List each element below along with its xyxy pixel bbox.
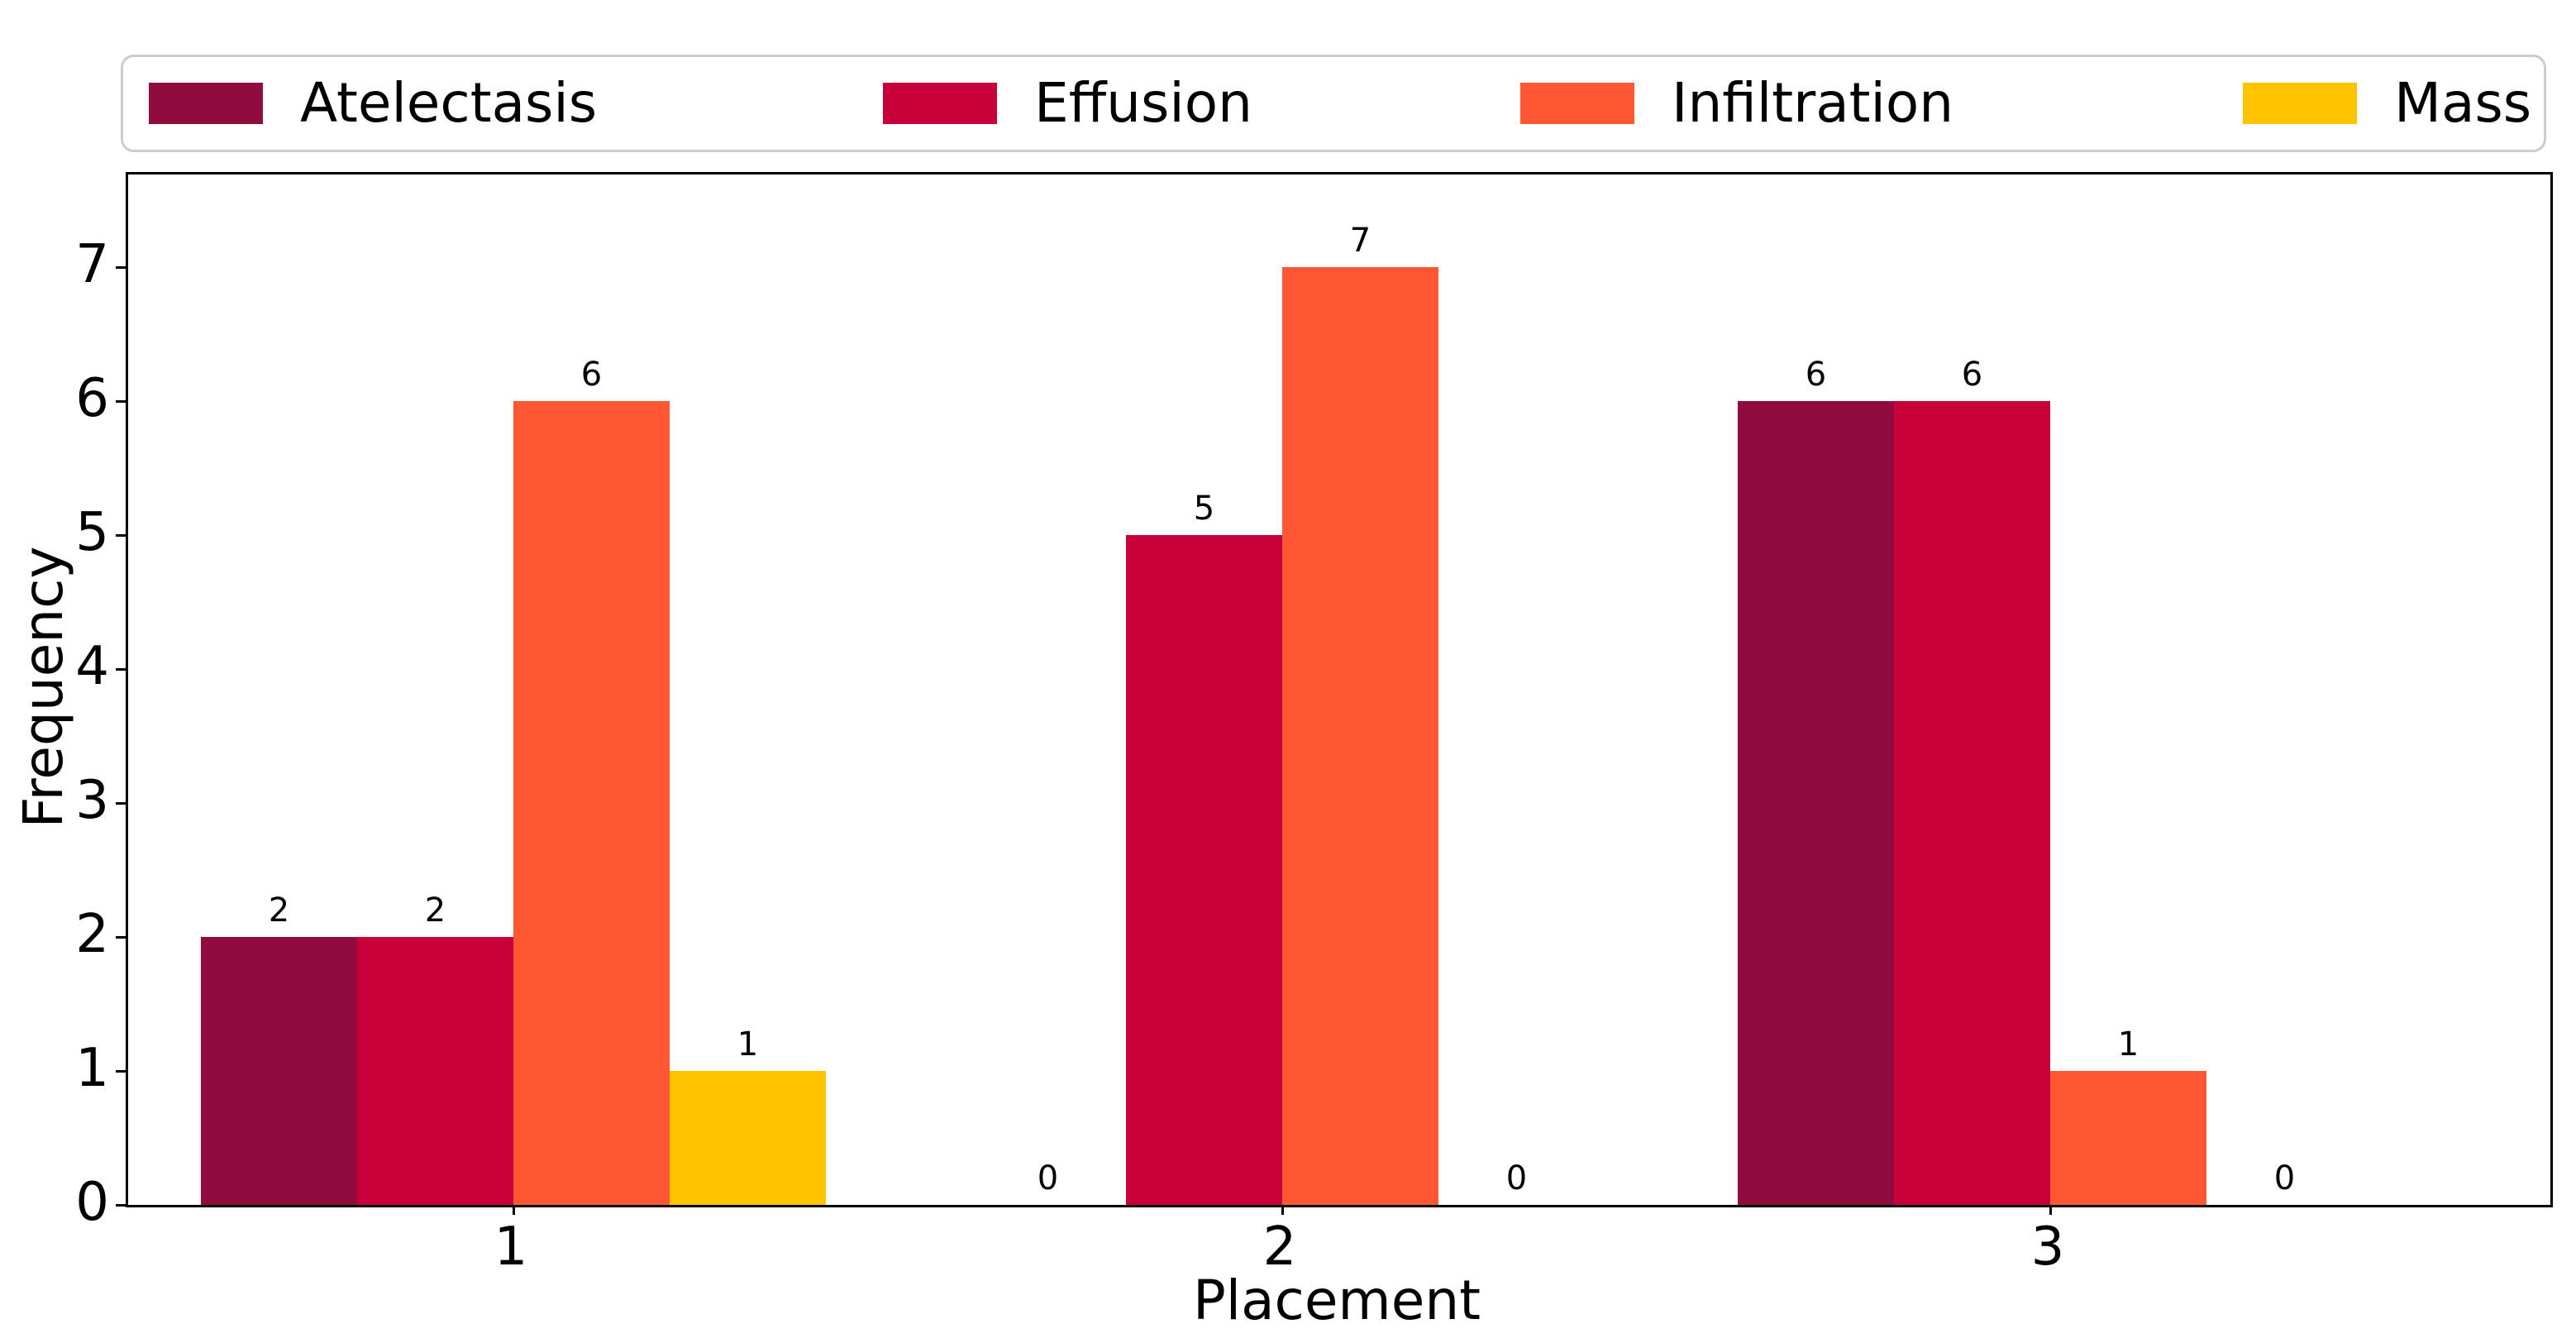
- y-tick-label: 7: [75, 234, 109, 295]
- y-tick-label: 2: [75, 904, 109, 965]
- bar-value-label: 0: [1505, 1159, 1528, 1197]
- bar-atelectasis-placement3: [1738, 401, 1894, 1205]
- legend-label: Infiltration: [1672, 71, 1954, 135]
- y-tick-mark: [116, 801, 126, 805]
- y-tick-mark: [116, 533, 126, 537]
- x-tick-mark: [2049, 1205, 2052, 1215]
- x-tick-mark: [1281, 1205, 1284, 1215]
- plot-area: 2 0 6 2 5 6 6 7 1 1 0 0: [116, 172, 2553, 1215]
- legend-label: Atelectasis: [300, 71, 598, 135]
- bar-infiltration-placement1: [513, 401, 670, 1205]
- bar-effusion-placement1: [357, 937, 513, 1205]
- x-tick-label: 1: [494, 1216, 528, 1278]
- y-tick-mark: [116, 1069, 126, 1073]
- legend-swatch-atelectasis: [149, 83, 263, 124]
- y-tick-mark: [116, 935, 126, 939]
- bar-effusion-placement3: [1894, 401, 2050, 1205]
- y-tick-label: 0: [75, 1172, 109, 1233]
- legend-item-effusion: Effusion: [883, 57, 1252, 150]
- y-tick-label: 5: [75, 502, 109, 563]
- y-tick-label: 3: [75, 770, 109, 831]
- bars-container: 2 0 6 2 5 6 6 7 1 1 0 0: [128, 174, 2550, 1205]
- bar-value-label: 1: [737, 1025, 759, 1063]
- legend-label: Effusion: [1034, 71, 1252, 135]
- x-axis-title: Placement: [1192, 1269, 1481, 1332]
- legend-swatch-mass: [2243, 83, 2357, 124]
- legend-swatch-infiltration: [1520, 83, 1634, 124]
- legend-item-infiltration: Infiltration: [1520, 57, 1953, 150]
- y-tick-label: 1: [75, 1038, 109, 1099]
- bar-value-label: 7: [1349, 222, 1371, 260]
- chart-legend: Atelectasis Effusion Infiltration Mass: [121, 55, 2546, 152]
- bar-value-label: 1: [2117, 1025, 2140, 1063]
- x-tick-label: 2: [1262, 1216, 1297, 1278]
- bar-value-label: 6: [580, 356, 603, 394]
- bar-value-label: 6: [1805, 356, 1827, 394]
- x-tick-mark: [512, 1205, 515, 1215]
- bar-infiltration-placement3: [2050, 1071, 2206, 1205]
- bar-atelectasis-placement1: [201, 937, 357, 1205]
- legend-item-mass: Mass: [2243, 57, 2531, 150]
- bar-value-label: 6: [1961, 356, 1983, 394]
- legend-item-atelectasis: Atelectasis: [149, 57, 597, 150]
- y-tick-label: 4: [75, 636, 109, 697]
- legend-swatch-effusion: [883, 83, 997, 124]
- y-tick-mark: [116, 667, 126, 671]
- bar-value-label: 2: [268, 891, 290, 930]
- bar-value-label: 0: [1037, 1159, 1059, 1197]
- y-tick-mark: [116, 265, 126, 269]
- legend-label: Mass: [2394, 71, 2532, 135]
- bar-value-label: 2: [424, 891, 446, 930]
- bar-mass-placement1: [670, 1071, 826, 1205]
- bar-value-label: 0: [2273, 1159, 2296, 1197]
- y-tick-mark: [116, 399, 126, 403]
- bar-infiltration-placement2: [1282, 267, 1438, 1205]
- bar-value-label: 5: [1193, 490, 1215, 528]
- y-tick-label: 6: [75, 368, 109, 429]
- x-tick-label: 3: [2030, 1216, 2065, 1278]
- y-tick-mark: [116, 1203, 126, 1207]
- bar-effusion-placement2: [1126, 535, 1282, 1205]
